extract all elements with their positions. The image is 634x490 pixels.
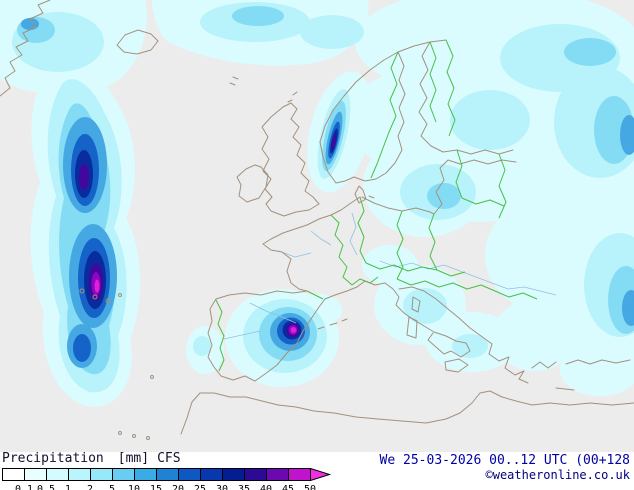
legend-segment-0 xyxy=(2,468,25,481)
datetime-label: We 25-03-2026 00..12 UTC (00+128 xyxy=(379,453,630,468)
legend-ticks: 0.1 0.5 1 2 5 10 15 20 25 30 35 40 45 50 xyxy=(13,485,332,490)
legend-tick: 35 xyxy=(237,484,251,490)
river-layer xyxy=(223,212,557,340)
units-label: [mm] xyxy=(117,451,150,466)
legend-segment-11 xyxy=(244,468,267,481)
legend-tick: 50 xyxy=(303,484,317,490)
legend-segment-4 xyxy=(90,468,113,481)
model-label: CFS xyxy=(157,451,181,466)
legend-segment-10 xyxy=(222,468,245,481)
copyright-label: ©weatheronline.co.uk xyxy=(485,468,631,482)
legend-segment-2 xyxy=(46,468,69,481)
legend-tick: 1 xyxy=(64,484,72,490)
footer: Precipitation [mm] CFS 0.1 0.5 1 2 5 10 15 20 25 30… xyxy=(0,452,634,490)
legend-segment-3 xyxy=(68,468,91,481)
legend-arrow-icon xyxy=(310,467,332,482)
legend-segment-5 xyxy=(112,468,135,481)
legend-segment-13 xyxy=(288,468,311,481)
legend-tick: 5 xyxy=(108,484,116,490)
border-layer xyxy=(215,39,538,372)
legend-segment-9 xyxy=(200,468,223,481)
precipitation-layer xyxy=(0,0,634,407)
legend-tick: 0.5 xyxy=(36,484,56,490)
legend-segment-6 xyxy=(134,468,157,481)
map-title-row: Precipitation [mm] CFS xyxy=(2,452,332,465)
legend-tick: 40 xyxy=(259,484,273,490)
legend-tick: 20 xyxy=(171,484,185,490)
legend-tick: 0.1 xyxy=(14,484,34,490)
legend-tick: 10 xyxy=(127,484,141,490)
legend-segment-8 xyxy=(178,468,201,481)
legend-tick: 15 xyxy=(149,484,163,490)
legend-colorbar xyxy=(2,467,332,482)
weather-map xyxy=(0,0,634,452)
legend-segment-12 xyxy=(266,468,289,481)
legend: 0.1 0.5 1 2 5 10 15 20 25 30 35 40 45 50 xyxy=(2,466,332,490)
legend-tick: 25 xyxy=(193,484,207,490)
legend-segment-7 xyxy=(156,468,179,481)
legend-tick: 2 xyxy=(86,484,94,490)
weather-map-svg xyxy=(0,0,634,452)
legend-tick: 45 xyxy=(281,484,295,490)
title-label: Precipitation xyxy=(2,451,104,466)
legend-tick: 30 xyxy=(215,484,229,490)
coastline-layer xyxy=(0,0,634,440)
legend-segment-1 xyxy=(24,468,47,481)
